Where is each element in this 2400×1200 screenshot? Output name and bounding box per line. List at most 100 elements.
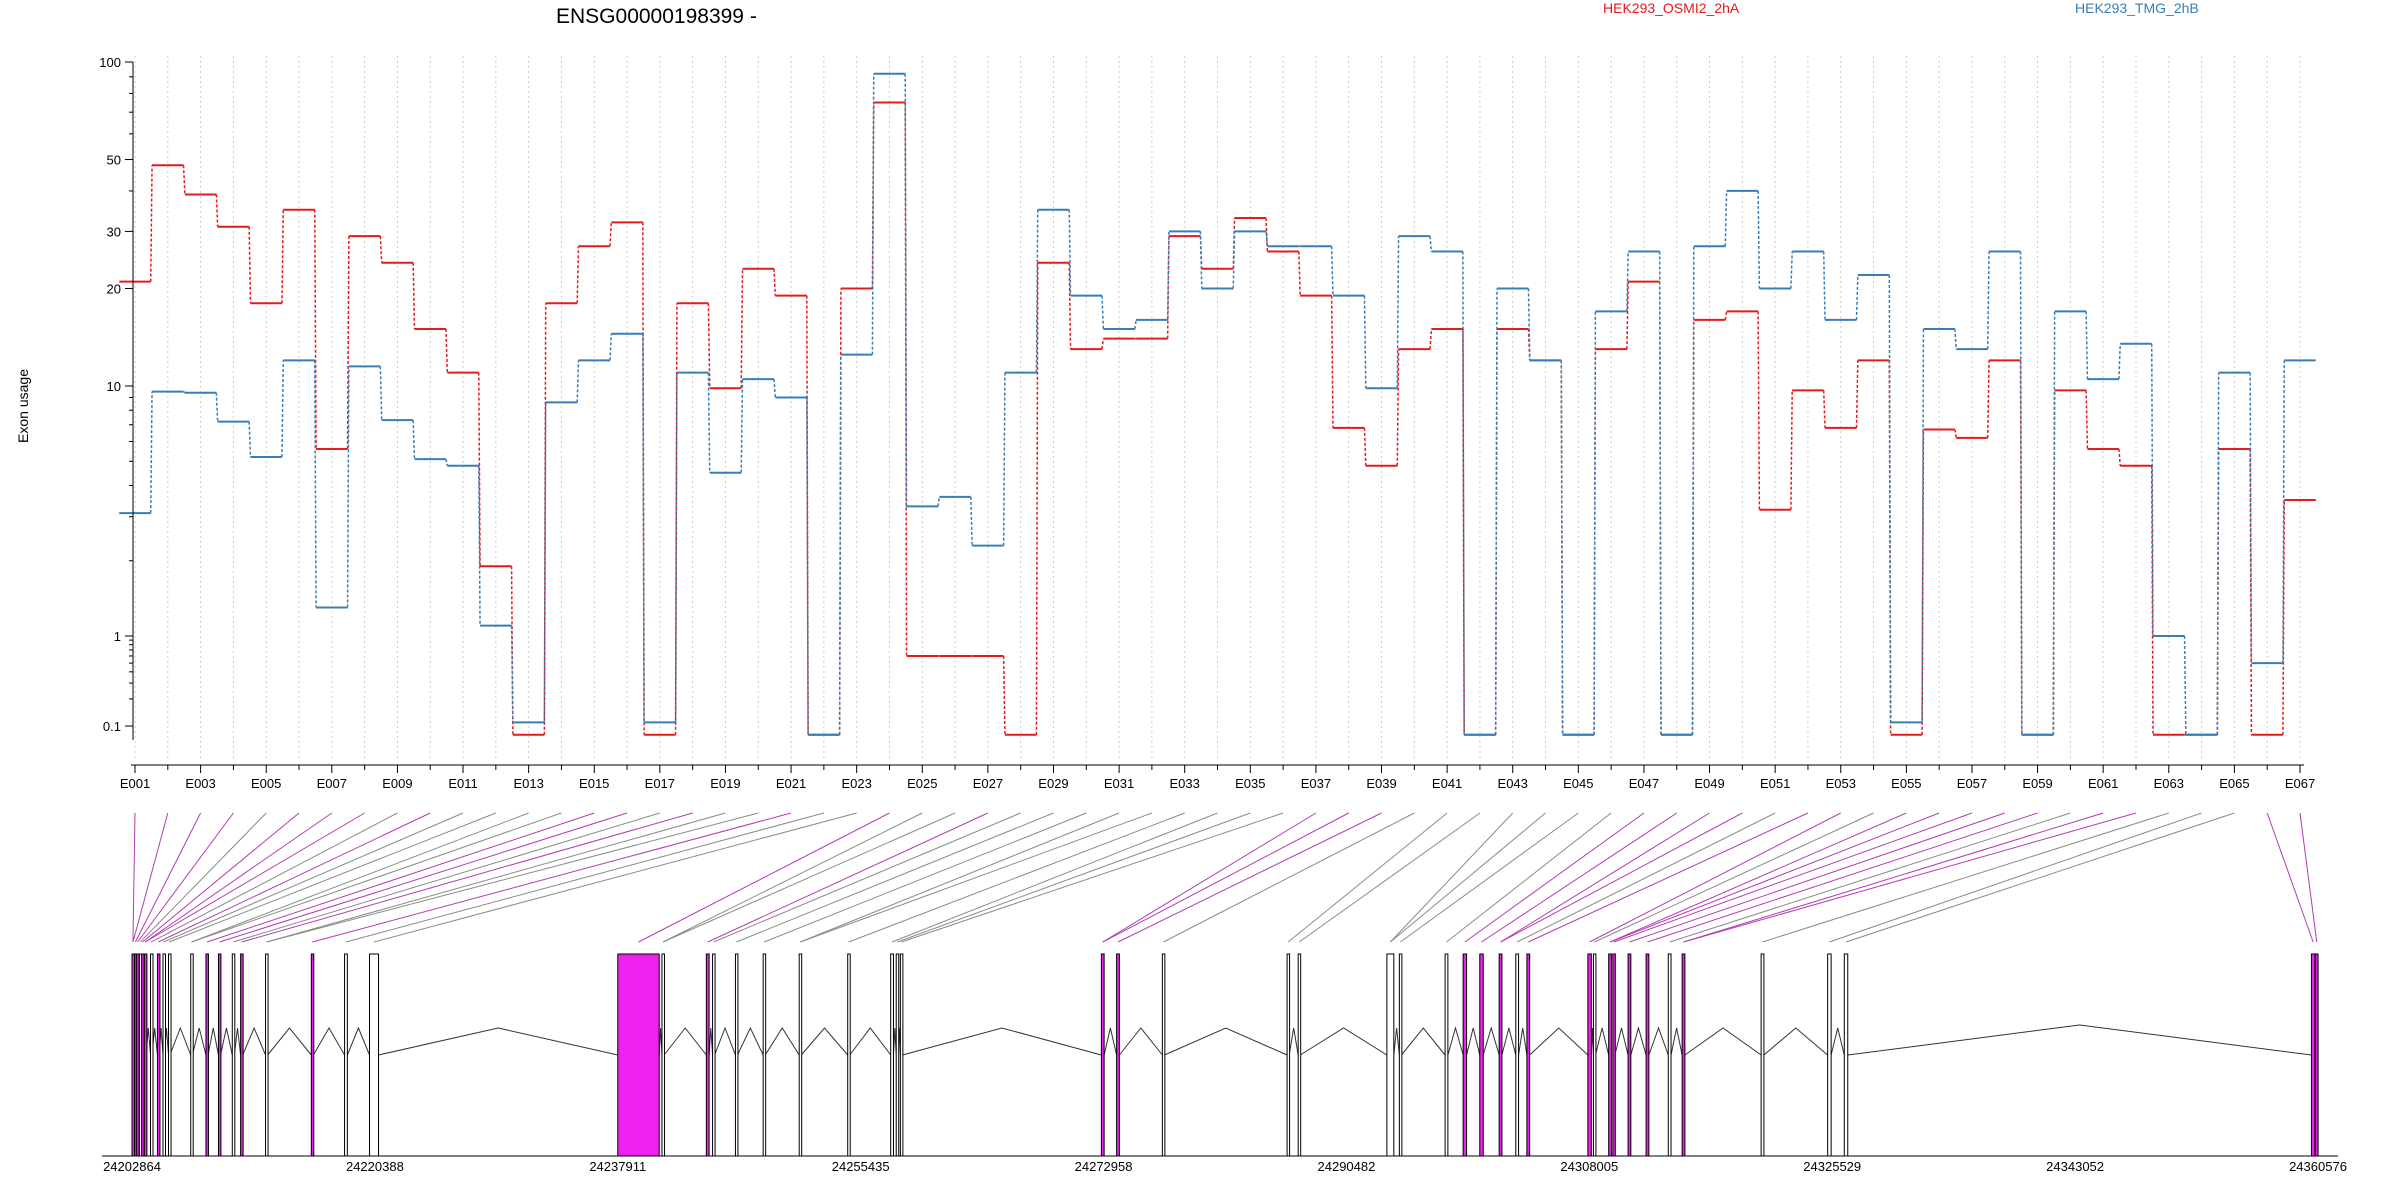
intron-chevron — [1630, 1026, 1647, 1056]
x-tick-label: E027 — [973, 776, 1003, 791]
exon-box — [1627, 953, 1632, 1157]
series-connector — [2150, 343, 2154, 637]
exon-box — [1760, 953, 1765, 1157]
plot-area — [119, 72, 2316, 736]
x-tick-label: E019 — [710, 776, 740, 791]
series-connector — [740, 268, 744, 389]
exon-box — [1827, 953, 1832, 1157]
genomic-coordinate-label: 24308005 — [1560, 1159, 1618, 1174]
exon-box — [1843, 953, 1849, 1157]
series-connector — [937, 496, 941, 507]
genomic-coordinate-label: 24360576 — [2289, 1159, 2347, 1174]
series-connector — [1035, 209, 1039, 373]
intron-chevron — [800, 1027, 849, 1056]
exon-box — [1297, 953, 1302, 1157]
exon-connector — [142, 812, 300, 943]
series-connector — [379, 236, 383, 263]
genomic-coordinate-label: 24220388 — [346, 1159, 404, 1174]
series-connector — [1265, 231, 1269, 247]
exon-box — [1592, 953, 1597, 1157]
intron-chevron — [1466, 1027, 1481, 1056]
series-connector — [1986, 251, 1990, 350]
series-connector — [1265, 217, 1269, 252]
axes: 0.1 1 10 20 30 50 100 E001 E003 E005 E007 E009 E011 E… — [99, 55, 2315, 791]
series-connector — [2183, 635, 2187, 735]
y-tick-label: 50 — [107, 153, 121, 168]
exon-connector-lines — [132, 812, 2318, 943]
series-connector — [871, 73, 875, 355]
intron-chevron — [207, 1027, 219, 1056]
series-connector — [674, 372, 678, 723]
x-tick-label: E059 — [2022, 776, 2052, 791]
exon-connector — [1629, 812, 2005, 943]
series-connector — [314, 360, 317, 608]
x-tick-label: E015 — [579, 776, 609, 791]
series-connector — [1232, 231, 1236, 289]
series-connector — [1986, 360, 1990, 438]
exon-connector — [1594, 812, 1874, 943]
x-tick-label: E039 — [1366, 776, 1396, 791]
x-tick-label: E003 — [185, 776, 215, 791]
exon-box — [1612, 953, 1616, 1157]
series-connector — [871, 102, 875, 289]
exon-box — [344, 953, 348, 1157]
intron-chevron — [312, 1027, 346, 1056]
exon-connector — [2266, 812, 2314, 943]
series-connector — [2085, 390, 2089, 449]
series-connector — [1068, 209, 1072, 296]
series-connector — [2249, 372, 2253, 664]
exon-connector — [736, 812, 1054, 943]
series-connector — [2282, 360, 2286, 664]
series-connector — [215, 194, 219, 227]
exon-box — [162, 953, 166, 1157]
y-tick-label: 100 — [99, 55, 121, 70]
series-connector — [478, 465, 481, 626]
series-connector — [1757, 190, 1761, 289]
exon-connector — [1390, 812, 1546, 943]
series-connector — [1527, 288, 1531, 361]
intron-chevron — [708, 1027, 714, 1056]
exon-box — [762, 953, 767, 1157]
exon-connector — [1516, 812, 1776, 943]
x-tick-label: E045 — [1563, 776, 1593, 791]
x-tick-label: E031 — [1104, 776, 1134, 791]
legend-label-osmi2: HEK293_OSMI2_2hA — [1603, 0, 1740, 16]
exon-box — [1161, 953, 1166, 1157]
series-connector — [1790, 390, 1793, 510]
exon-box — [1444, 953, 1449, 1157]
series-connector — [773, 379, 777, 398]
exon-box — [2310, 953, 2316, 1157]
exon-connector — [373, 812, 857, 943]
exon-box — [1645, 953, 1650, 1157]
exon-connector — [800, 812, 1153, 943]
exon-box — [1515, 953, 1520, 1157]
series-connector — [1888, 275, 1892, 723]
series-connector — [2216, 372, 2220, 735]
exon-connector — [1647, 812, 2038, 943]
exon-connector — [800, 812, 1120, 943]
x-tick-label: E033 — [1170, 776, 1200, 791]
exon-box — [143, 953, 148, 1157]
intron-chevron — [902, 1027, 1102, 1056]
series-connector — [609, 222, 613, 247]
series-connector — [1002, 655, 1006, 735]
series-connector — [412, 420, 416, 460]
intron-chevron — [1288, 1027, 1299, 1056]
series-connector — [707, 372, 711, 473]
exon-box — [310, 953, 315, 1157]
series-connector — [904, 73, 908, 507]
series-connector — [1593, 311, 1597, 735]
series-connector — [1101, 338, 1105, 350]
intron-chevron — [233, 1027, 242, 1056]
exon-connector — [638, 812, 890, 943]
series-connector — [1330, 246, 1334, 296]
intron-chevron — [1830, 1027, 1845, 1056]
series-connector — [1921, 328, 1925, 723]
y-tick-label: 1 — [114, 629, 121, 644]
series-connector — [346, 366, 350, 608]
exon-connector — [848, 812, 1185, 943]
exon-connector — [1528, 812, 1809, 943]
series-connector — [1855, 360, 1859, 428]
exon-connector — [1762, 812, 2169, 943]
